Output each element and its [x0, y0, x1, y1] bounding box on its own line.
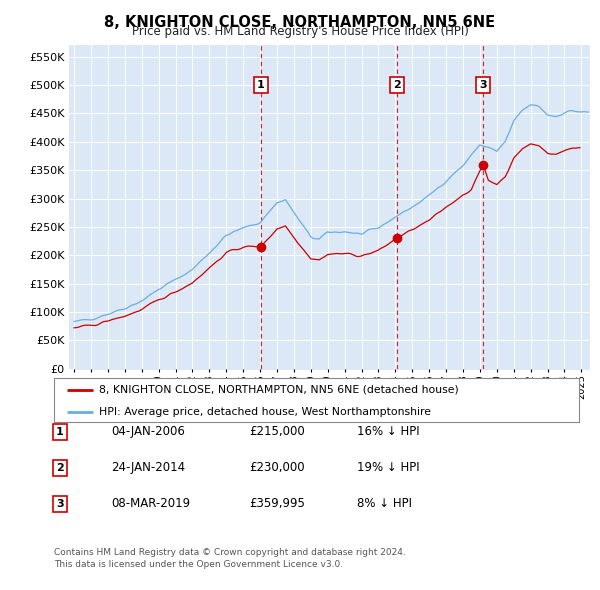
Text: £230,000: £230,000 — [249, 461, 305, 474]
Text: £359,995: £359,995 — [249, 497, 305, 510]
Text: Contains HM Land Registry data © Crown copyright and database right 2024.
This d: Contains HM Land Registry data © Crown c… — [54, 548, 406, 569]
Text: £215,000: £215,000 — [249, 425, 305, 438]
Text: 16% ↓ HPI: 16% ↓ HPI — [357, 425, 419, 438]
Text: 08-MAR-2019: 08-MAR-2019 — [111, 497, 190, 510]
Text: 2: 2 — [392, 80, 400, 90]
Text: Price paid vs. HM Land Registry's House Price Index (HPI): Price paid vs. HM Land Registry's House … — [131, 25, 469, 38]
Text: 1: 1 — [56, 427, 64, 437]
Text: HPI: Average price, detached house, West Northamptonshire: HPI: Average price, detached house, West… — [98, 407, 431, 417]
Text: 3: 3 — [56, 499, 64, 509]
Text: 2: 2 — [56, 463, 64, 473]
Text: 3: 3 — [479, 80, 487, 90]
Text: 04-JAN-2006: 04-JAN-2006 — [111, 425, 185, 438]
Text: 8% ↓ HPI: 8% ↓ HPI — [357, 497, 412, 510]
Text: 8, KNIGHTON CLOSE, NORTHAMPTON, NN5 6NE: 8, KNIGHTON CLOSE, NORTHAMPTON, NN5 6NE — [104, 15, 496, 30]
Text: 24-JAN-2014: 24-JAN-2014 — [111, 461, 185, 474]
Text: 8, KNIGHTON CLOSE, NORTHAMPTON, NN5 6NE (detached house): 8, KNIGHTON CLOSE, NORTHAMPTON, NN5 6NE … — [98, 385, 458, 395]
Text: 19% ↓ HPI: 19% ↓ HPI — [357, 461, 419, 474]
Text: 1: 1 — [257, 80, 265, 90]
